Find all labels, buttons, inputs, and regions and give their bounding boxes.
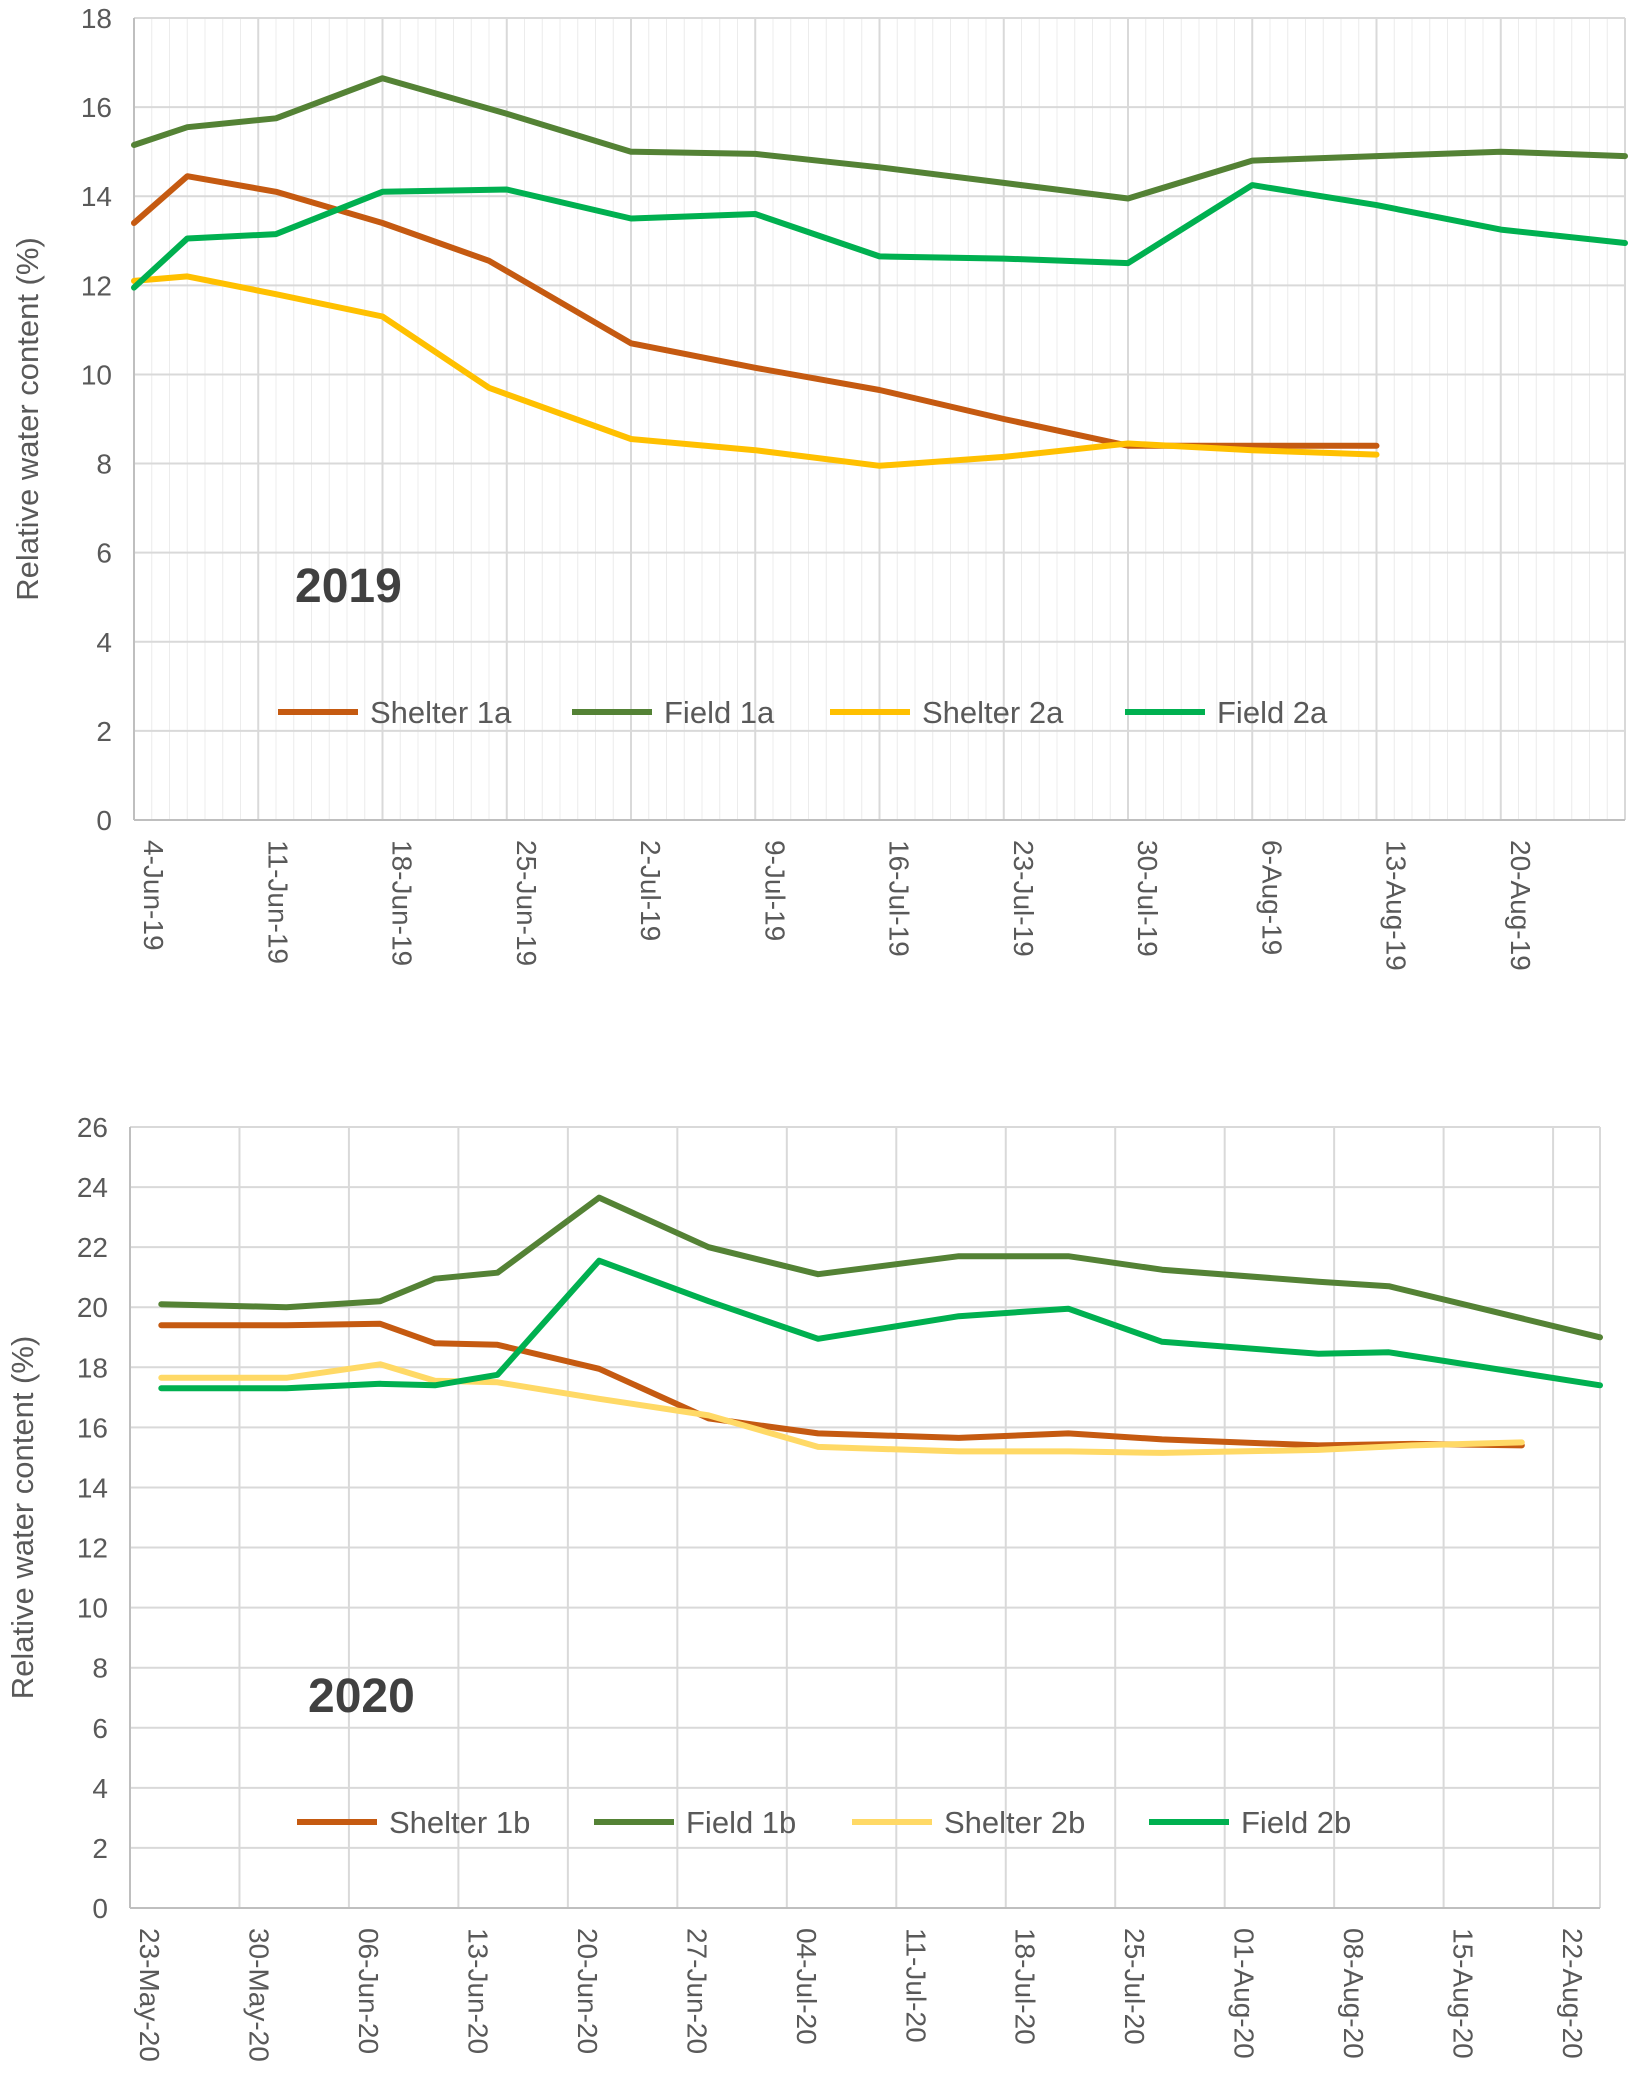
series-line-field-2a <box>131 182 1628 291</box>
y-axis-label: Relative water content (%) <box>10 237 45 601</box>
x-tick-label: 01-Aug-20 <box>1229 1928 1260 2059</box>
x-tick-label: 13-Aug-19 <box>1381 840 1412 971</box>
series-line-field-2b <box>158 1257 1603 1392</box>
x-tick-label: 16-Jul-19 <box>884 840 915 957</box>
y-tick-label: 12 <box>77 1533 108 1564</box>
y-tick-label: 10 <box>77 1593 108 1624</box>
x-tick-label: 18-Jul-20 <box>1010 1928 1041 2045</box>
legend-label: Shelter 2b <box>944 1805 1085 1840</box>
x-tick-label: 13-Jun-20 <box>462 1928 493 2054</box>
y-tick-label: 2 <box>96 716 112 747</box>
year-annotation: 2020 <box>308 1670 415 1723</box>
x-tick-label: 25-Jul-20 <box>1119 1928 1150 2045</box>
legend: Shelter 1a Field 1a Shelter 2a Field 2a <box>278 695 1328 730</box>
y-tick-label: 26 <box>77 1112 108 1143</box>
y-tick-label: 0 <box>92 1893 108 1924</box>
y-axis-label: Relative water content (%) <box>5 1336 40 1700</box>
y-tick-label: 0 <box>96 805 112 836</box>
legend-label: Shelter 1b <box>389 1805 530 1840</box>
x-tick-label: 30-May-20 <box>243 1928 274 2062</box>
x-tick-label: 08-Aug-20 <box>1338 1928 1369 2059</box>
y-tick-label: 8 <box>92 1653 108 1684</box>
series-line-shelter-1b <box>158 1320 1525 1449</box>
x-tick-label: 04-Jul-20 <box>791 1928 822 2045</box>
y-tick-label: 16 <box>81 92 112 123</box>
x-tick-label: 22-Aug-20 <box>1557 1928 1588 2059</box>
y-tick-label: 12 <box>81 270 112 301</box>
y-tick-label: 6 <box>92 1713 108 1744</box>
chart-2019: 0 2 4 6 8 10 12 14 16 18 4-Jun-19 11-Jun-19 18-Jun-1… <box>10 3 1628 971</box>
x-tick-label: 27-Jun-20 <box>681 1928 712 2054</box>
y-tick-label: 2 <box>92 1833 108 1864</box>
series-line-field-1a <box>131 75 1628 202</box>
legend-label: Field 1b <box>686 1805 796 1840</box>
x-tick-label: 4-Jun-19 <box>138 840 169 951</box>
legend-label: Field 2b <box>1241 1805 1351 1840</box>
x-tick-label: 15-Aug-20 <box>1448 1928 1479 2059</box>
x-tick-label: 23-Jul-19 <box>1008 840 1039 957</box>
y-tick-label: 8 <box>96 449 112 480</box>
legend-label: Shelter 2a <box>922 695 1064 730</box>
legend: Shelter 1b Field 1b Shelter 2b Field 2b <box>297 1805 1351 1840</box>
x-tick-label: 06-Jun-20 <box>353 1928 384 2054</box>
x-tick-label: 11-Jul-20 <box>900 1928 931 2043</box>
legend-label: Shelter 1a <box>370 695 512 730</box>
y-tick-label: 18 <box>77 1352 108 1383</box>
x-tick-label: 23-May-20 <box>134 1928 165 2062</box>
series-line-shelter-2b <box>158 1361 1525 1456</box>
x-tick-label: 2-Jul-19 <box>635 840 666 941</box>
y-tick-label: 22 <box>77 1232 108 1263</box>
x-tick-label: 11-Jun-19 <box>262 840 293 964</box>
year-annotation: 2019 <box>295 560 402 613</box>
x-tick-label: 6-Aug-19 <box>1256 840 1287 955</box>
x-tick-label: 9-Jul-19 <box>759 840 790 941</box>
x-tick-label: 18-Jun-19 <box>387 840 418 966</box>
y-tick-label: 4 <box>96 627 112 658</box>
x-tick-label: 25-Jun-19 <box>511 840 542 966</box>
y-tick-label: 6 <box>96 538 112 569</box>
y-tick-label: 24 <box>77 1172 108 1203</box>
x-tick-label: 30-Jul-19 <box>1132 840 1163 957</box>
y-tick-label: 16 <box>77 1412 108 1443</box>
y-tick-label: 18 <box>81 3 112 34</box>
y-tick-label: 14 <box>81 181 112 212</box>
y-tick-label: 14 <box>77 1472 108 1503</box>
series-line-shelter-2a <box>131 273 1380 469</box>
y-tick-label: 20 <box>77 1292 108 1323</box>
legend-label: Field 1a <box>664 695 775 730</box>
y-tick-label: 10 <box>81 359 112 390</box>
y-tick-label: 4 <box>92 1773 108 1804</box>
series-line-field-1b <box>158 1194 1603 1341</box>
x-tick-label: 20-Jun-20 <box>572 1928 603 2054</box>
legend-label: Field 2a <box>1217 695 1328 730</box>
x-tick-label: 20-Aug-19 <box>1505 840 1536 971</box>
